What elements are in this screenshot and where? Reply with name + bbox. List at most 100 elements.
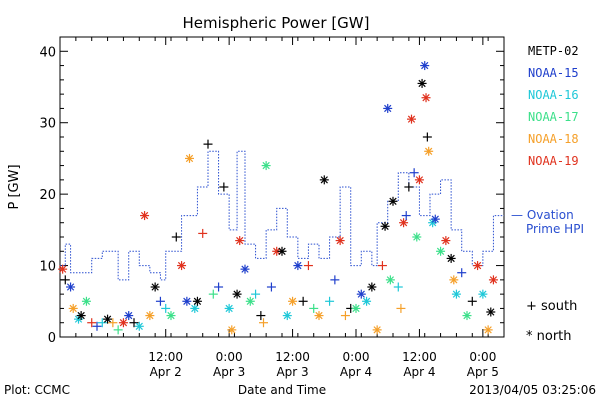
data-point	[421, 93, 431, 103]
marker-stroke	[241, 265, 249, 273]
data-point	[155, 296, 165, 306]
data-point	[330, 275, 340, 285]
marker-stroke	[146, 311, 154, 320]
x-tick-label-time: 12:00	[275, 350, 310, 364]
data-point	[235, 236, 245, 246]
marker-stroke	[386, 276, 395, 284]
marker-stroke	[66, 283, 75, 291]
data-point	[97, 318, 107, 328]
marker-stroke	[415, 176, 424, 184]
data-point	[303, 261, 313, 271]
data-point	[372, 325, 382, 335]
data-point	[266, 282, 276, 292]
marker-stroke	[463, 311, 471, 320]
data-point	[224, 303, 234, 313]
data-point	[192, 296, 202, 306]
y-tick-label: 10	[39, 260, 56, 275]
data-point	[401, 211, 411, 221]
data-point	[335, 236, 345, 246]
data-point	[449, 275, 459, 285]
marker-stroke	[487, 308, 495, 316]
x-tick-label-time: 12:00	[402, 350, 437, 364]
x-axis-label: Date and Time	[238, 383, 326, 397]
legend-satellite-noaa-15: NOAA-15	[528, 66, 579, 80]
data-point	[362, 296, 372, 306]
marker-stroke	[473, 261, 482, 270]
x-tick-label-date: Apr 3	[213, 365, 245, 379]
y-axis-label: P [GW]	[7, 164, 22, 209]
data-point	[113, 325, 123, 335]
data-point	[140, 211, 150, 221]
x-tick-label-date: Apr 4	[403, 365, 435, 379]
marker-stroke	[452, 290, 461, 298]
data-point	[441, 236, 451, 246]
marker-stroke	[183, 297, 191, 305]
legend-satellite-noaa-18: NOAA-18	[528, 132, 579, 146]
marker-stroke	[381, 222, 389, 230]
data-point	[232, 289, 242, 299]
data-point	[486, 307, 496, 317]
marker-stroke	[352, 304, 360, 313]
marker-stroke	[228, 326, 236, 334]
y-axis-ticks: 0 10 20 30 40	[39, 45, 504, 346]
marker-stroke	[431, 215, 439, 223]
data-point	[272, 246, 282, 256]
marker-stroke	[336, 236, 344, 245]
data-point	[261, 161, 271, 171]
data-point	[404, 182, 414, 192]
marker-stroke	[58, 265, 67, 273]
marker-stroke	[315, 311, 323, 320]
data-point	[129, 318, 139, 328]
data-point	[208, 289, 218, 299]
legend: METP-02 NOAA-15 NOAA-16 NOAA-17 NOAA-18 NOAA-…	[511, 44, 584, 344]
marker-stroke	[450, 276, 458, 284]
data-point	[478, 289, 488, 299]
data-point	[309, 303, 319, 313]
data-point	[473, 261, 483, 271]
data-point	[150, 282, 160, 292]
data-point	[385, 275, 395, 285]
data-point	[256, 311, 266, 321]
data-point	[393, 282, 403, 292]
data-point	[414, 175, 424, 185]
data-point	[356, 289, 366, 299]
marker-stroke	[233, 290, 241, 298]
data-point	[185, 153, 194, 163]
data-point	[420, 61, 430, 71]
x-tick-label-time: 12:00	[148, 350, 183, 364]
data-point	[219, 182, 229, 192]
marker-stroke	[479, 290, 487, 298]
data-point	[190, 303, 200, 313]
legend-ovation-line2: Prime HPI	[526, 222, 584, 236]
data-point	[171, 232, 181, 242]
data-point	[58, 264, 68, 274]
marker-stroke	[167, 311, 175, 320]
marker-stroke	[484, 326, 492, 334]
data-point	[118, 318, 128, 328]
marker-stroke	[191, 304, 199, 313]
data-point	[396, 303, 406, 313]
plot-frame	[59, 36, 505, 338]
data-point	[340, 311, 350, 321]
data-point	[351, 303, 361, 313]
marker-stroke	[69, 304, 77, 313]
data-point	[282, 311, 292, 321]
marker-stroke	[193, 297, 202, 305]
legend-satellite-noaa-19: NOAA-19	[528, 154, 579, 168]
marker-stroke	[278, 247, 286, 255]
y-tick-label: 30	[39, 117, 56, 132]
data-point	[388, 196, 398, 206]
marker-stroke	[288, 297, 297, 305]
data-point	[424, 146, 434, 156]
data-point	[407, 114, 416, 124]
y-tick-label: 20	[39, 188, 56, 203]
marker-stroke	[236, 236, 244, 245]
y-tick-label: 0	[48, 331, 56, 346]
x-tick-label-time: 0:00	[216, 350, 243, 364]
marker-stroke	[135, 322, 143, 330]
data-point	[161, 303, 171, 313]
legend-markers: + south * north	[526, 299, 577, 344]
data-point	[409, 168, 419, 178]
data-point	[430, 214, 440, 224]
data-point	[399, 218, 409, 228]
